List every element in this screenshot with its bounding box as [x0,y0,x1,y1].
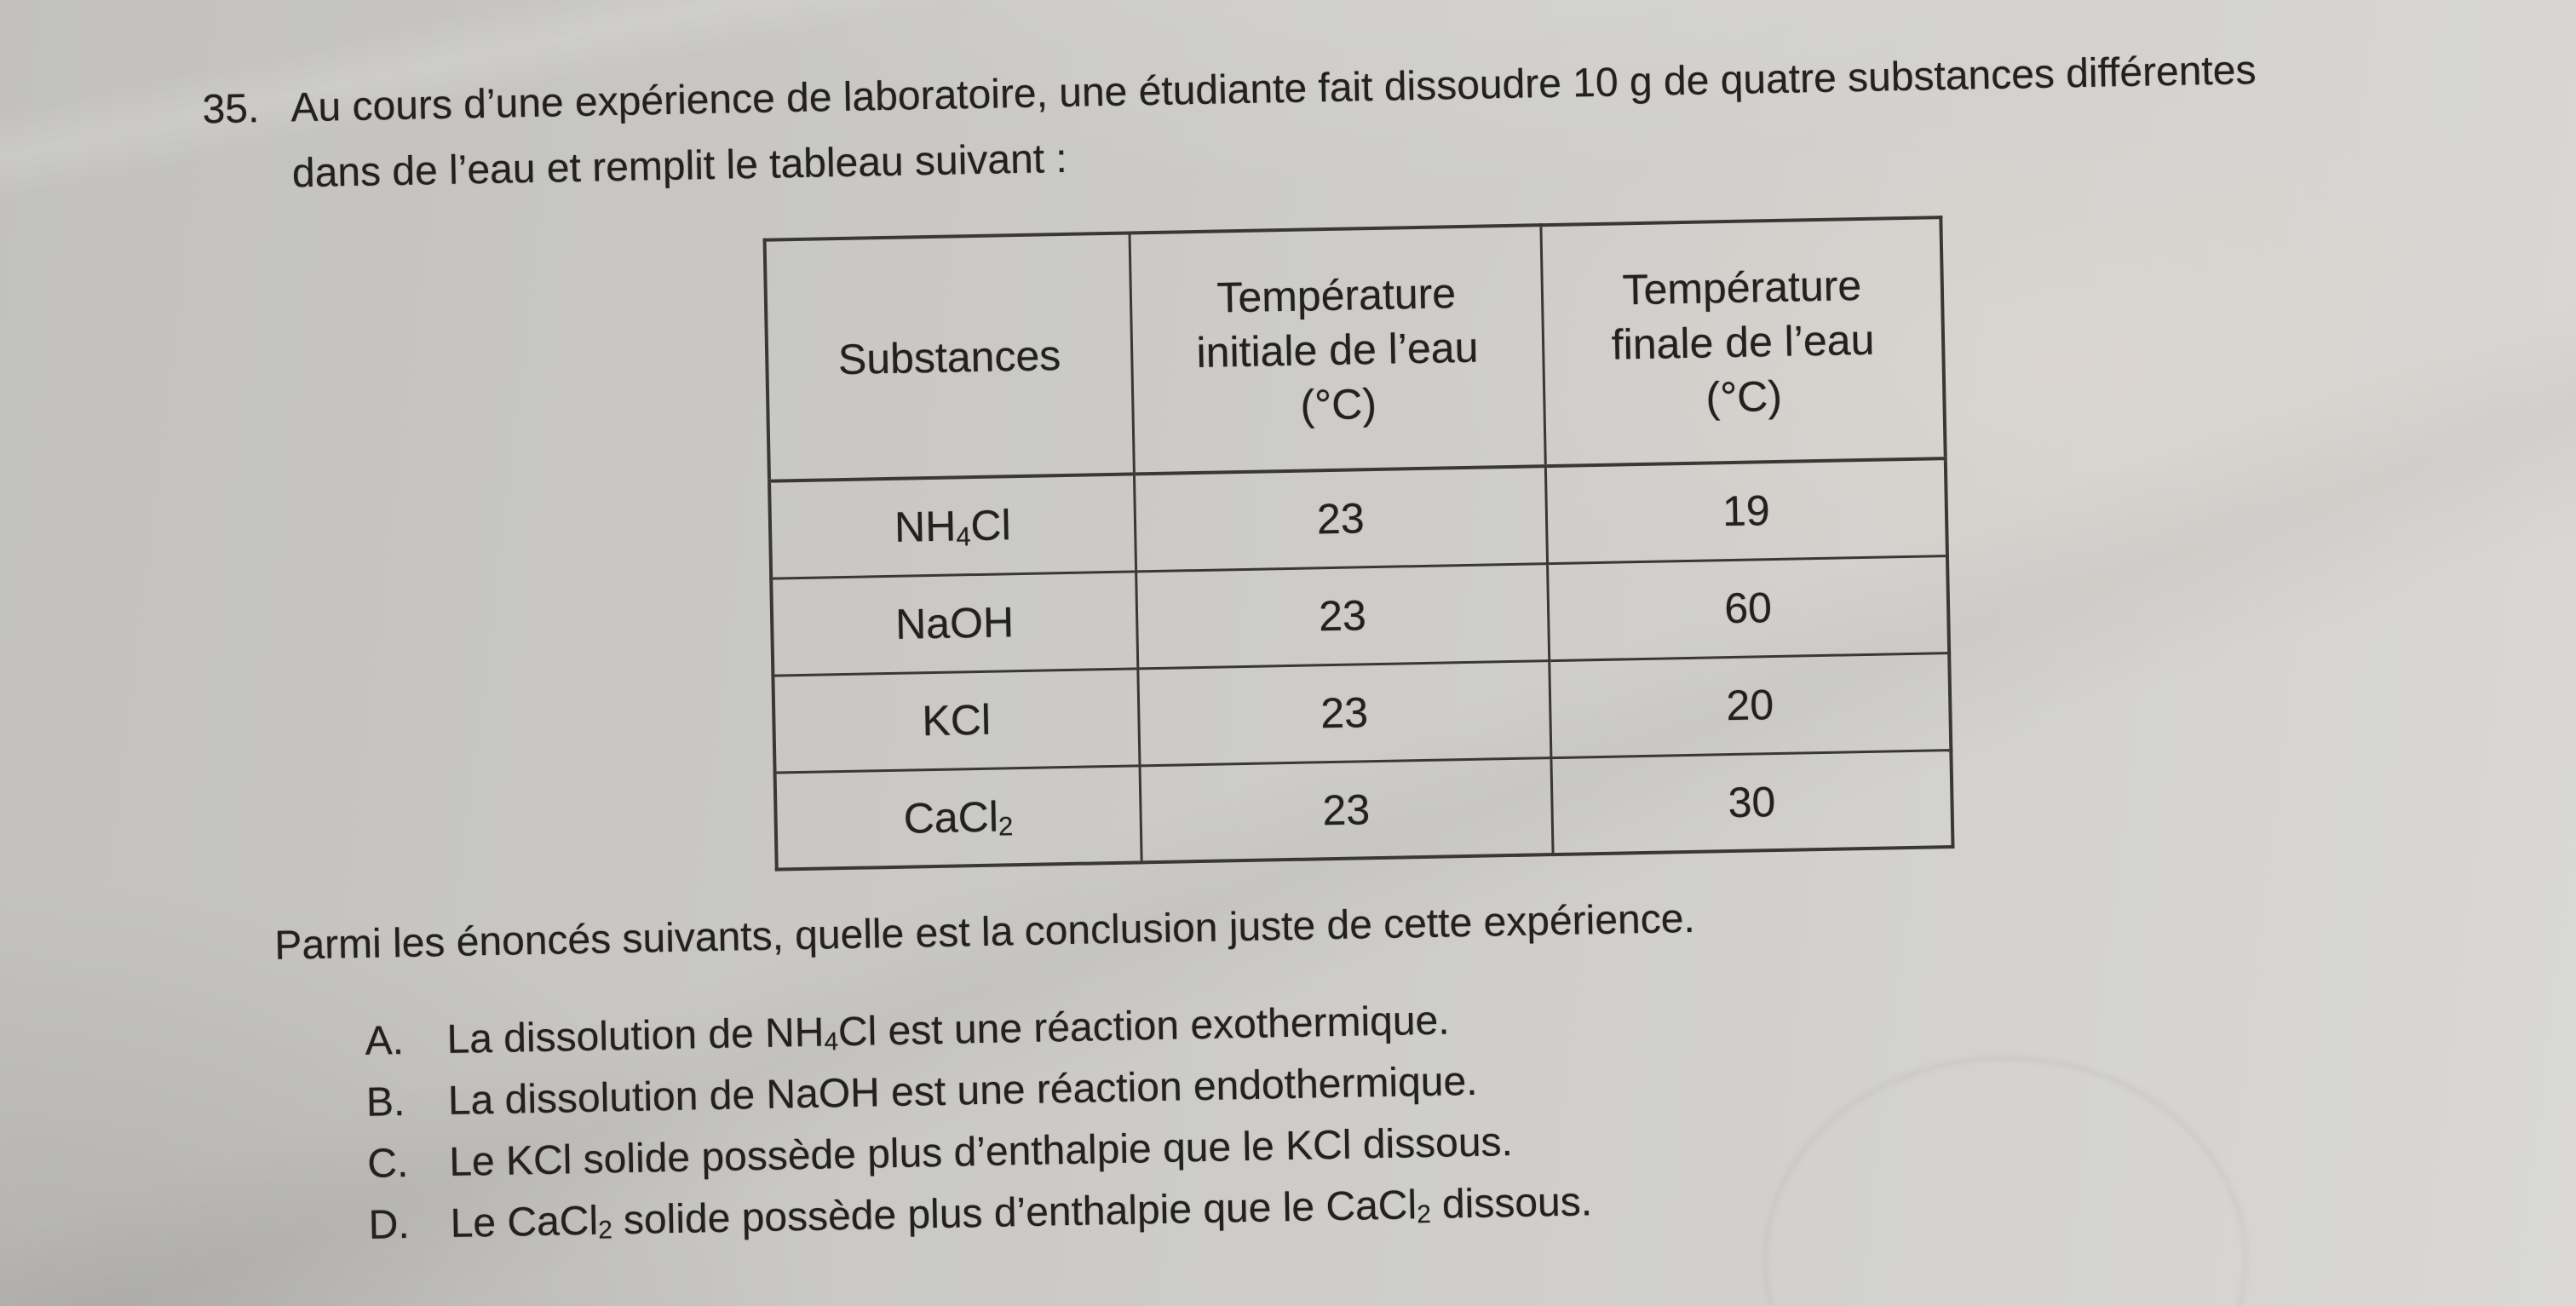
question-text: Au cours d’une expérience de laboratoire… [290,37,2258,206]
col-header-initial-temp: Température initiale de l’eau (°C) [1129,225,1546,475]
cell-final-temp: 60 [1547,555,1950,661]
chemical-subscript: 2 [597,1216,613,1246]
cell-initial-temp: 23 [1136,563,1550,669]
col-header-final-line1: Température [1621,261,1862,314]
col-header-initial-line3: (°C) [1299,379,1377,429]
cell-final-temp: 30 [1550,750,1953,855]
cell-final-temp: 20 [1549,653,1952,758]
table-header-row: Substances Température initiale de l’eau… [764,217,1946,481]
question-prompt: Parmi les énoncés suivants, quelle est l… [273,895,1696,969]
cell-substance: KCl [773,668,1140,773]
chemical-subscript: 4 [956,521,972,552]
col-header-final-temp: Température finale de l’eau (°C) [1540,217,1946,467]
option-letter: D. [368,1201,411,1248]
cell-initial-temp: 23 [1137,660,1551,766]
col-header-initial-line1: Température [1216,268,1457,322]
chemical-subscript: 4 [824,1027,839,1056]
question-line2: dans de l’eau et remplit le tableau suiv… [291,135,1068,197]
col-header-initial-line2: initiale de l’eau [1196,323,1479,377]
cell-initial-temp: 23 [1134,466,1548,572]
option-letter: A. [365,1018,405,1064]
question-line1: Au cours d’une expérience de laboratoire… [290,48,2257,131]
option-letter: B. [365,1079,405,1125]
col-header-final-line2: finale de l’eau [1611,315,1875,369]
cell-substance: NH4Cl [769,474,1136,578]
col-header-substances: Substances [764,233,1135,481]
chemical-subscript: 2 [1416,1200,1432,1229]
cell-initial-temp: 23 [1139,757,1554,863]
cell-final-temp: 19 [1545,458,1947,564]
results-table: Substances Température initiale de l’eau… [762,216,1955,872]
cell-substance: NaOH [771,571,1138,676]
col-header-final-line3: (°C) [1705,371,1783,422]
options-list: A. La dissolution de NH4Cl est une réacti… [365,992,1593,1262]
cell-substance: CaCl2 [774,765,1141,870]
table-header: Substances Température initiale de l’eau… [764,217,1946,481]
option-letter: C. [366,1140,409,1187]
question-number: 35. [202,86,260,133]
chemical-subscript: 2 [998,811,1014,842]
option-text: La dissolution de NH4Cl est une réaction… [446,998,1451,1063]
table-body: NH4Cl 23 19 NaOH 23 60 KCl 23 20 CaCl2 23 30 [769,458,1953,870]
question-block: 35. Au cours d’une expérience de laborat… [202,37,2258,208]
